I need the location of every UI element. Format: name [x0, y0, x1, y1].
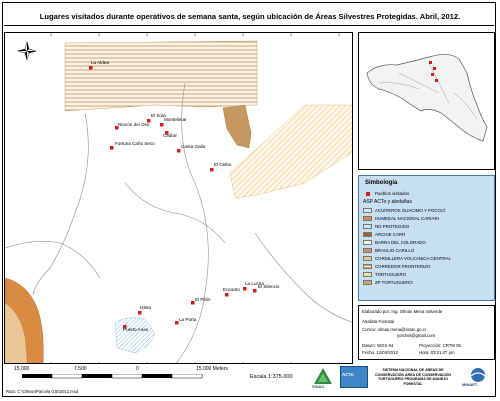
river [5, 241, 101, 279]
legend-title: Simbología [365, 180, 398, 186]
swatch-icon [363, 248, 372, 253]
projection-line: Proyección: CRTM 05 [419, 343, 461, 348]
costa-rica-outline [366, 54, 488, 142]
sinac-logo-icon [314, 368, 332, 384]
place-label: Puerto Arias [123, 327, 149, 332]
date-line: Fecha: 12/04/2012 [362, 350, 398, 355]
place-marker[interactable] [123, 325, 127, 329]
author-line: Elaborado por: Ing. Olman Mena Valverde [362, 309, 443, 314]
place-markers [89, 66, 257, 329]
scale-label: 0 [136, 366, 139, 372]
place-label: Isleta [140, 305, 151, 310]
no-protegido-area [114, 317, 156, 354]
place-marker[interactable] [177, 149, 181, 153]
place-marker[interactable] [89, 66, 93, 70]
inset-map-svg [366, 54, 488, 142]
place-label: La Lucha [245, 281, 264, 286]
place-label: El Silencio [258, 284, 280, 289]
minaet-logo-text: MINAET [462, 382, 478, 387]
swatch-icon [363, 208, 372, 213]
place-marker[interactable] [138, 311, 142, 315]
place-marker[interactable] [175, 321, 179, 325]
swatch-icon [363, 232, 372, 237]
river [32, 112, 89, 296]
place-marker[interactable] [253, 289, 257, 293]
place-marker[interactable] [225, 293, 229, 297]
legend: Simbología Pueblos visitados ASP ACTo y … [358, 175, 495, 301]
place-label: Encanto [223, 287, 240, 292]
place-label: Montelimar [164, 117, 187, 122]
email-line: Correo: olman.mena@sinac.go.cr [362, 327, 427, 332]
swatch-icon [363, 280, 372, 285]
place-marker[interactable] [160, 123, 164, 127]
time-line: Hora: 03:21:47 pm [419, 350, 455, 355]
zp-tortuguero-area [222, 104, 252, 149]
place-label: El Sota [151, 113, 166, 118]
place-marker[interactable] [110, 146, 114, 150]
scale-label: 15.000 [14, 366, 30, 372]
place-label: Rincón del Oso [118, 122, 150, 127]
place-marker[interactable] [165, 131, 169, 135]
place-label: Canta Gallo [181, 144, 206, 149]
logos: SINAC ACTo SISTEMA NACIONAL DE ÁREAS DE … [312, 364, 496, 394]
inset-map [358, 32, 495, 170]
org-text: SISTEMA NACIONAL DE ÁREAS DE CONSERVACIÓ… [374, 368, 452, 386]
river [254, 232, 352, 323]
main-map-svg: La Aldea El Sota Montelimar Rincón del O… [5, 33, 352, 363]
scale-label: 7.500 [74, 366, 87, 372]
river [124, 182, 226, 244]
map-title: Lugares visitados durante operativos de … [39, 12, 461, 21]
acto-logo-icon [340, 366, 368, 388]
red-square-icon [366, 191, 370, 196]
minaet-logo-icon [470, 368, 486, 382]
source-path: Ruta: C:\Olman\Parcela GIS\2012.mxd [6, 389, 79, 394]
scale-label: 15.000 Meters [196, 366, 228, 372]
swatch-icon [363, 240, 372, 245]
map-frame [2, 2, 496, 397]
place-marker[interactable] [191, 301, 195, 305]
swatch-icon [363, 224, 372, 229]
archie-carr-area [5, 303, 27, 363]
place-marker[interactable] [243, 287, 247, 291]
place-label: La Porta [179, 317, 197, 322]
legend-areas-head: ASP ACTo y aledañas [363, 199, 412, 205]
credits-box: Elaborado por: Ing. Olman Mena Valverde … [358, 305, 495, 360]
graticule-ticks [50, 33, 340, 363]
tortuguero-area [229, 104, 352, 199]
north-arrow-icon [17, 41, 37, 61]
scale-bar-graphic [22, 374, 203, 379]
email-alt-line: yorchet@gmail.com [397, 333, 436, 338]
place-marker[interactable] [147, 119, 151, 123]
acto-logo-text: ACTo [342, 372, 354, 377]
title-divider [4, 25, 494, 26]
place-label: El Ceibo [214, 162, 232, 167]
datum-line: Datum: WGS 84 [362, 343, 394, 348]
swatch-icon [363, 256, 372, 261]
role-line: Analista Forestal [362, 319, 395, 324]
swatch-icon [363, 216, 372, 221]
swatch-icon [363, 272, 372, 277]
place-marker[interactable] [210, 168, 214, 172]
place-label: La Aldea [91, 60, 109, 65]
sinac-logo-text: SINAC [312, 384, 325, 389]
legend-points-label: Pueblos visitados [375, 191, 410, 196]
place-label: Fortuna Caño Seco [115, 141, 155, 146]
scale-bar: 15.000 7.500 0 15.000 Meters [10, 366, 260, 386]
place-label: Cedral [163, 133, 177, 138]
place-marker[interactable] [115, 126, 119, 130]
scale-ratio: Escala 1:375.000 [250, 374, 293, 380]
corredor-fronterizo-area [64, 40, 258, 112]
swatch-icon [363, 264, 372, 269]
main-map[interactable]: La Aldea El Sota Montelimar Rincón del O… [4, 32, 353, 364]
place-label: El Pilón [195, 297, 211, 302]
